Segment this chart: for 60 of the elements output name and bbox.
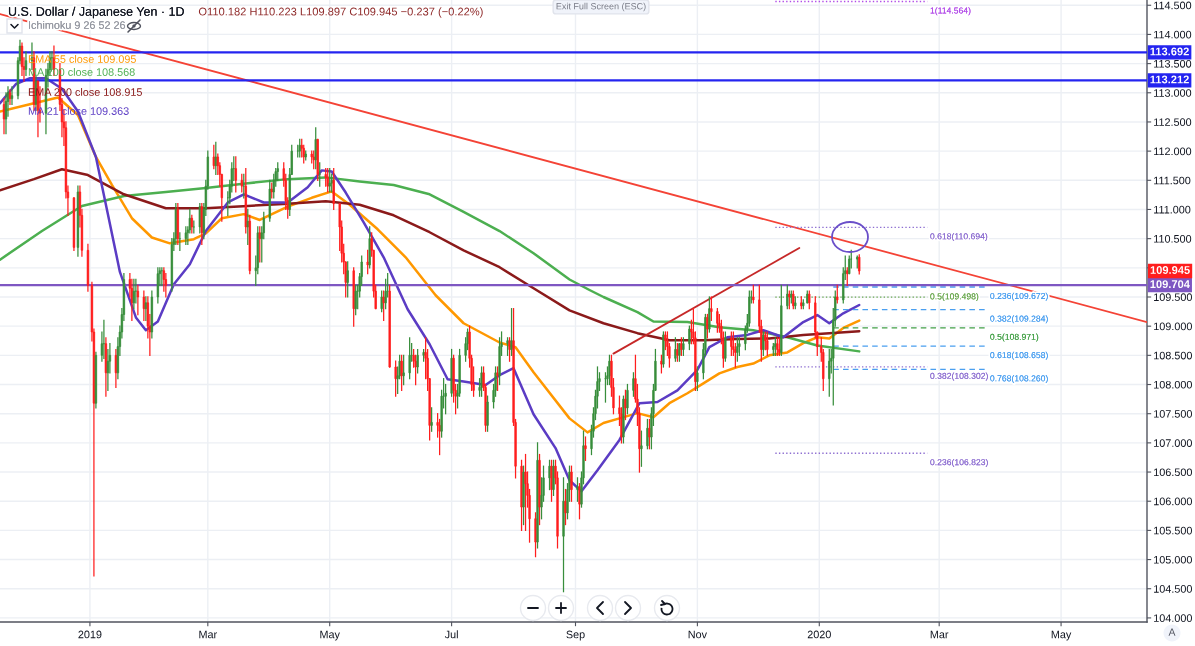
y-tick-label: 112.000 xyxy=(1154,147,1192,156)
ref-line-label: 109.704 xyxy=(1150,280,1190,289)
y-tick-label: 108.000 xyxy=(1154,380,1192,389)
y-tick-label: 114.000 xyxy=(1154,30,1192,39)
annotation: 0.618(108.658) xyxy=(990,351,1048,360)
x-tick-label: 2020 xyxy=(807,630,831,639)
y-tick-label: 114.500 xyxy=(1154,1,1192,10)
x-tick-label: May xyxy=(320,630,340,641)
candlestick xyxy=(520,459,523,532)
y-tick-label: 111.500 xyxy=(1154,176,1191,185)
y-tick-label: 104.500 xyxy=(1154,585,1192,593)
x-tick-label: Mar xyxy=(930,630,949,639)
x-tick-label: Nov xyxy=(688,630,707,639)
y-tick-label: 105.000 xyxy=(1154,555,1192,564)
candlestick xyxy=(366,249,369,275)
y-tick-label: 106.500 xyxy=(1154,468,1192,477)
y-tick-label: 107.000 xyxy=(1154,439,1192,447)
candlestick xyxy=(394,360,397,397)
candlestick xyxy=(584,436,587,461)
y-tick-label: 109.500 xyxy=(1154,293,1192,302)
annotation: 0.236(109.672) xyxy=(990,292,1048,301)
y-tick-label: 107.500 xyxy=(1154,410,1192,418)
y-tick-label: 109.000 xyxy=(1154,322,1192,331)
annotation: 0.236(106.823) xyxy=(930,458,988,467)
y-tick-label: 104.000 xyxy=(1154,614,1192,622)
annotation: 1(114.564) xyxy=(930,7,971,16)
y-tick-label: 113.000 xyxy=(1154,89,1192,97)
candlestick xyxy=(534,512,537,558)
annotation: Exit Full Screen (ESC) xyxy=(556,2,646,12)
ref-line-label: 113.212 xyxy=(1150,75,1189,84)
annotation: 0.618(110.694) xyxy=(930,233,988,242)
x-tick-label: Mar xyxy=(199,630,217,639)
x-tick-label: May xyxy=(1051,630,1072,641)
annotation: 0.5(109.498) xyxy=(930,293,979,302)
y-tick-label: 111.000 xyxy=(1154,205,1191,214)
x-tick-label: Jul xyxy=(444,630,458,639)
y-tick-label: 108.500 xyxy=(1154,351,1192,360)
y-tick-label: 105.500 xyxy=(1154,526,1192,535)
text: O110.182 H110.223 L109.897 C109.945 −0.237 (−0.22%) xyxy=(198,7,483,18)
annotation: 0.768(108.260) xyxy=(990,375,1048,384)
y-tick-label: 110.500 xyxy=(1154,235,1192,243)
y-tick-label: 106.000 xyxy=(1154,497,1192,506)
ref-line-label: 113.692 xyxy=(1150,47,1189,56)
text: 109.945 xyxy=(1150,266,1190,274)
candlestick xyxy=(696,366,699,391)
candlestick xyxy=(562,477,565,593)
annotation: 0.382(108.302) xyxy=(930,372,988,381)
annotation: 0.5(108.971) xyxy=(990,333,1039,342)
text: U.S. Dollar / Japanese Yen · 1D xyxy=(8,6,184,19)
x-tick-label: Sep xyxy=(566,630,585,641)
text: A xyxy=(1168,628,1176,636)
y-tick-label: 112.500 xyxy=(1154,118,1192,126)
candlestick xyxy=(674,337,677,362)
candlestick xyxy=(156,267,160,304)
annotation: 0.382(109.284) xyxy=(990,315,1048,324)
x-tick-label: 2019 xyxy=(78,630,102,639)
candlestick xyxy=(710,296,713,321)
candlestick xyxy=(214,141,217,176)
y-tick-label: 113.500 xyxy=(1154,59,1192,68)
candlestick xyxy=(640,430,643,467)
